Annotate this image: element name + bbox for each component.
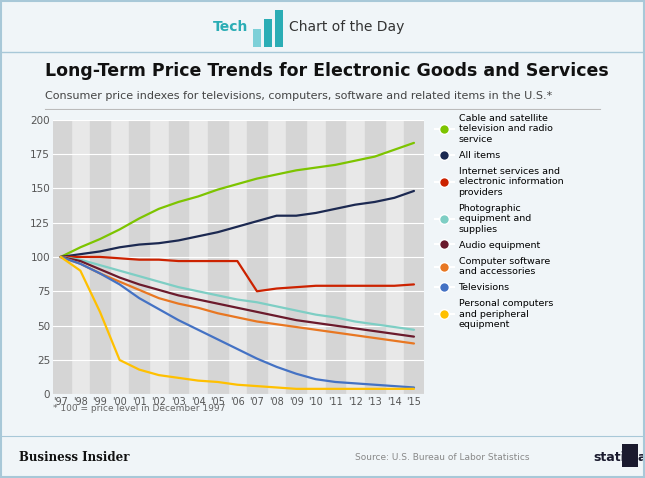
Text: Tech: Tech bbox=[213, 20, 248, 33]
Text: statista: statista bbox=[593, 451, 645, 464]
Bar bbox=[51, 120, 70, 394]
Text: Source: U.S. Bureau of Labor Statistics: Source: U.S. Bureau of Labor Statistics bbox=[355, 453, 530, 462]
Bar bbox=[326, 120, 345, 394]
Bar bbox=[253, 29, 261, 47]
Bar bbox=[275, 10, 283, 47]
Bar bbox=[90, 120, 110, 394]
Text: Consumer price indexes for televisions, computers, software and related items in: Consumer price indexes for televisions, … bbox=[45, 91, 552, 101]
Text: * 100 = price level in December 1997: * 100 = price level in December 1997 bbox=[53, 404, 225, 413]
Bar bbox=[130, 120, 149, 394]
Bar bbox=[208, 120, 228, 394]
Bar bbox=[247, 120, 267, 394]
Text: Business Insider: Business Insider bbox=[19, 451, 130, 464]
Bar bbox=[264, 19, 272, 47]
Text: Long-Term Price Trends for Electronic Goods and Services: Long-Term Price Trends for Electronic Go… bbox=[45, 62, 609, 79]
Legend: Cable and satellite
television and radio
service, All items, Internet services a: Cable and satellite television and radio… bbox=[435, 114, 563, 329]
Bar bbox=[404, 120, 424, 394]
Text: Chart of the Day: Chart of the Day bbox=[289, 20, 404, 33]
Bar bbox=[365, 120, 384, 394]
Bar bbox=[622, 444, 638, 467]
Bar bbox=[168, 120, 188, 394]
Bar bbox=[286, 120, 306, 394]
